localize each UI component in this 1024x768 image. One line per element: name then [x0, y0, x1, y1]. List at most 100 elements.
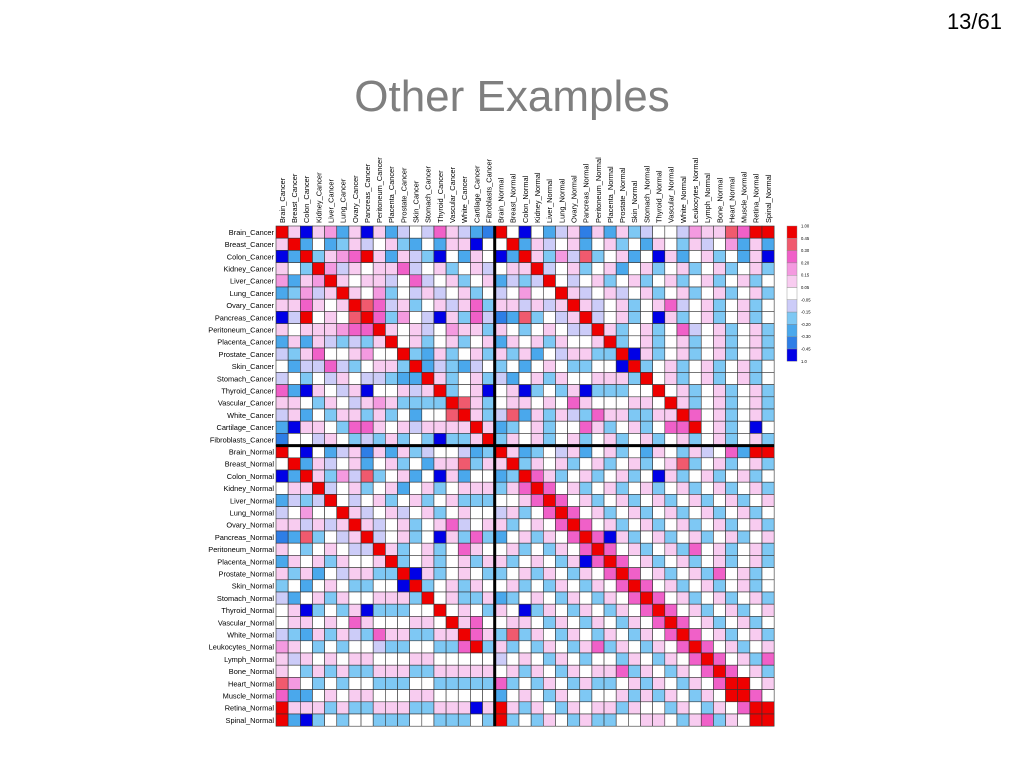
heatmap-cell — [360, 713, 374, 727]
heatmap-cell — [445, 420, 459, 434]
column-label: Breast_Cancer — [290, 173, 299, 223]
heatmap-cell — [275, 274, 289, 288]
heatmap-cell — [713, 555, 726, 568]
heatmap-cell — [348, 274, 362, 288]
heatmap-cell — [676, 713, 690, 727]
heatmap-cell — [506, 420, 520, 434]
heatmap-cell — [457, 274, 471, 288]
heatmap-cell — [494, 250, 508, 263]
heatmap-cell — [360, 616, 374, 629]
heatmap-cell — [615, 262, 629, 276]
heatmap-cell — [409, 469, 423, 483]
heatmap-cell — [324, 664, 338, 678]
heatmap-cell — [652, 262, 666, 276]
heatmap-cell — [761, 701, 775, 715]
heatmap-cell — [372, 713, 386, 727]
heatmap-cell — [725, 298, 738, 312]
heatmap-cell — [676, 567, 690, 581]
heatmap-cell — [737, 372, 751, 385]
heatmap-cell — [615, 335, 629, 349]
heatmap-cell — [336, 372, 350, 385]
heatmap-cell — [664, 530, 678, 544]
heatmap-cell — [470, 555, 483, 568]
column-label: Leukocytes_Normal — [691, 157, 700, 223]
heatmap-cell — [749, 433, 763, 446]
heatmap-cell — [555, 616, 568, 629]
heatmap-cell — [737, 701, 751, 715]
heatmap-cell — [555, 664, 568, 678]
heatmap-cell — [676, 372, 690, 385]
heatmap-cell — [348, 701, 362, 715]
heatmap-cell — [385, 225, 398, 239]
heatmap-cell — [433, 323, 447, 337]
heatmap-cell — [421, 359, 435, 373]
heatmap-cell — [567, 494, 581, 507]
heatmap-cell — [372, 384, 386, 398]
heatmap-cell — [433, 384, 447, 398]
column-label: Placenta_Cancer — [387, 166, 396, 223]
heatmap-cell — [312, 616, 325, 629]
heatmap-cell — [688, 713, 702, 727]
heatmap-cell — [397, 335, 410, 349]
heatmap-cell — [652, 591, 666, 605]
heatmap-cell — [409, 250, 423, 263]
heatmap-cell — [530, 335, 544, 349]
heatmap-cell — [482, 311, 495, 324]
heatmap-cell — [518, 713, 532, 727]
heatmap-cell — [628, 616, 641, 629]
heatmap-cell — [761, 652, 775, 666]
heatmap-cell — [737, 384, 751, 398]
heatmap-cell — [688, 567, 702, 581]
heatmap-cell — [457, 542, 471, 556]
heatmap-cell — [421, 311, 435, 324]
heatmap-cell — [676, 701, 690, 715]
heatmap-cell — [457, 323, 471, 337]
heatmap-cell — [579, 237, 593, 251]
heatmap-cell — [312, 640, 325, 654]
heatmap-cell — [421, 628, 435, 642]
slide-title: Other Examples — [354, 72, 670, 121]
heatmap-cell — [688, 237, 702, 251]
heatmap-cell — [567, 555, 581, 568]
heatmap-cell — [725, 652, 738, 666]
heatmap-cell — [555, 311, 568, 324]
heatmap-cell — [275, 530, 289, 544]
heatmap-cell — [470, 628, 483, 642]
heatmap-cell — [737, 542, 751, 556]
heatmap-cell — [348, 445, 362, 459]
heatmap-cell — [275, 323, 289, 337]
heatmap-cell — [433, 689, 447, 703]
heatmap-cell — [494, 542, 508, 556]
heatmap-cell — [664, 664, 678, 678]
heatmap-cell — [761, 591, 775, 605]
heatmap-cell — [506, 664, 520, 678]
heatmap-cell — [737, 555, 751, 568]
heatmap-cell — [700, 237, 714, 251]
heatmap-cell — [530, 542, 544, 556]
heatmap-cell — [542, 262, 556, 276]
row-label: Prostate_Normal — [219, 570, 275, 579]
heatmap-cell — [652, 225, 666, 239]
heatmap-cell — [713, 262, 726, 276]
heatmap-cell — [409, 225, 423, 239]
heatmap-cell — [518, 603, 532, 617]
heatmap-cell — [506, 396, 520, 410]
heatmap-cell — [713, 396, 726, 410]
heatmap-cell — [713, 701, 726, 715]
heatmap-cell — [555, 640, 568, 654]
heatmap-cell — [628, 713, 641, 727]
heatmap-cell — [591, 311, 605, 324]
heatmap-cell — [725, 225, 738, 239]
heatmap-cell — [628, 384, 641, 398]
heatmap-cell — [676, 323, 690, 337]
heatmap-cell — [700, 664, 714, 678]
heatmap-cell — [397, 652, 410, 666]
heatmap-cell — [700, 616, 714, 629]
heatmap-cell — [445, 396, 459, 410]
heatmap-cell — [506, 530, 520, 544]
heatmap-cell — [421, 396, 435, 410]
heatmap-cell — [591, 640, 605, 654]
heatmap-cell — [628, 494, 641, 507]
heatmap-cell — [628, 603, 641, 617]
heatmap-cell — [542, 579, 556, 593]
